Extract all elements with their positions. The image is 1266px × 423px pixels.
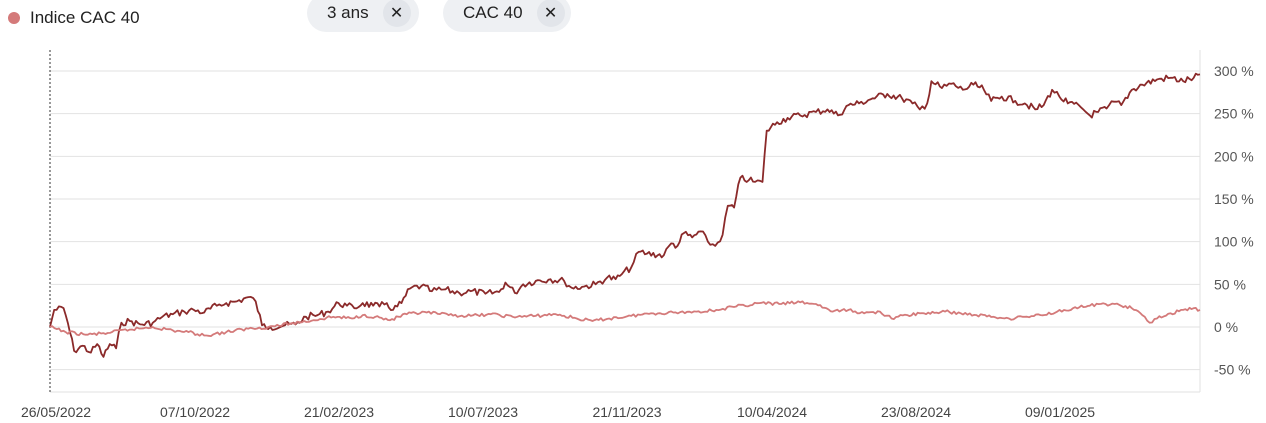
x-tick-label: 23/08/2024: [881, 404, 951, 420]
period-chip[interactable]: 3 ans ✕: [307, 0, 419, 32]
x-tick-label: 09/01/2025: [1025, 404, 1095, 420]
y-tick-label: 0 %: [1214, 319, 1238, 335]
index-chip[interactable]: CAC 40 ✕: [443, 0, 571, 32]
y-tick-label: -50 %: [1214, 362, 1251, 378]
legend-label: Indice CAC 40: [30, 8, 140, 27]
y-tick-label: 150 %: [1214, 191, 1254, 207]
y-tick-label: 200 %: [1214, 148, 1254, 164]
x-tick-label: 10/07/2023: [448, 404, 518, 420]
series-line-cac40: [49, 300, 1201, 337]
y-tick-label: 50 %: [1214, 276, 1246, 292]
y-tick-label: 300 %: [1214, 63, 1254, 79]
x-tick-label: 21/11/2023: [592, 404, 661, 420]
close-icon[interactable]: ✕: [536, 0, 565, 27]
series-line-fund: [49, 72, 1201, 358]
y-tick-label: 250 %: [1214, 106, 1254, 122]
x-tick-label: 07/10/2022: [160, 404, 230, 420]
x-tick-label: 21/02/2023: [304, 404, 374, 420]
legend-dot: [8, 12, 20, 24]
y-tick-label: 100 %: [1214, 234, 1254, 250]
period-chip-label: 3 ans: [327, 3, 369, 22]
x-tick-label: 26/05/2022: [21, 404, 91, 420]
close-icon[interactable]: ✕: [382, 0, 411, 27]
x-tick-label: 10/04/2024: [737, 404, 807, 420]
legend: Indice CAC 40: [8, 8, 140, 28]
index-chip-label: CAC 40: [463, 3, 523, 22]
